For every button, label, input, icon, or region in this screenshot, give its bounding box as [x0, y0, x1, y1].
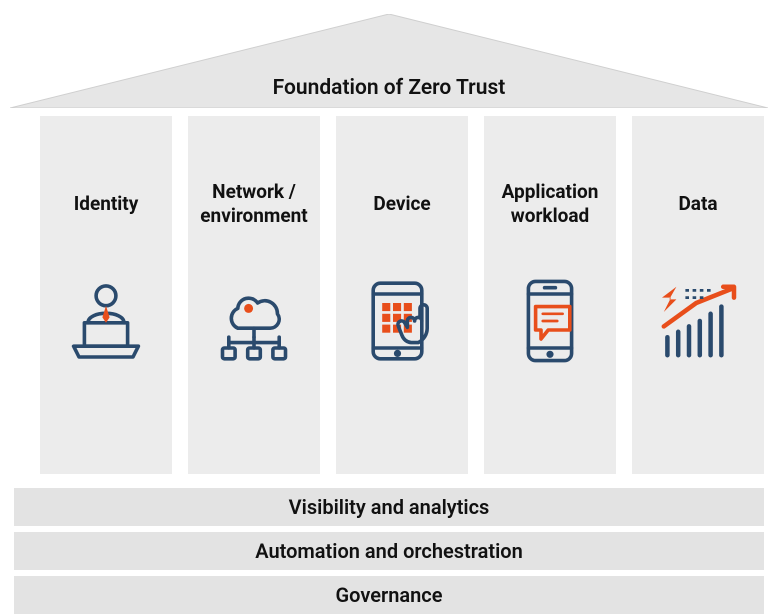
pillar-title: Data [638, 176, 758, 232]
network-icon [194, 276, 314, 366]
pillar-title: Device [342, 176, 462, 232]
pillar-network: Network / environment [188, 116, 320, 474]
pillar-title: Application workload [490, 176, 610, 232]
roof: Foundation of Zero Trust [10, 14, 768, 108]
bar-automation: Automation and orchestration [14, 532, 764, 570]
pillar-title: Network / environment [194, 176, 314, 232]
pillar-application: Application workload [484, 116, 616, 474]
roof-title: Foundation of Zero Trust [10, 76, 768, 100]
foundation-bars: Visibility and analytics Automation and … [10, 488, 768, 614]
data-icon [638, 276, 758, 366]
device-icon [342, 276, 462, 366]
pillar-data: Data [632, 116, 764, 474]
application-icon [490, 276, 610, 366]
bar-visibility: Visibility and analytics [14, 488, 764, 526]
pillars-row: Identity [10, 108, 768, 482]
pillar-identity: Identity [40, 116, 172, 474]
zero-trust-house-diagram: Foundation of Zero Trust Identity [10, 14, 768, 614]
bar-governance: Governance [14, 576, 764, 614]
pillar-device: Device [336, 116, 468, 474]
identity-icon [46, 276, 166, 366]
pillar-title: Identity [46, 176, 166, 232]
